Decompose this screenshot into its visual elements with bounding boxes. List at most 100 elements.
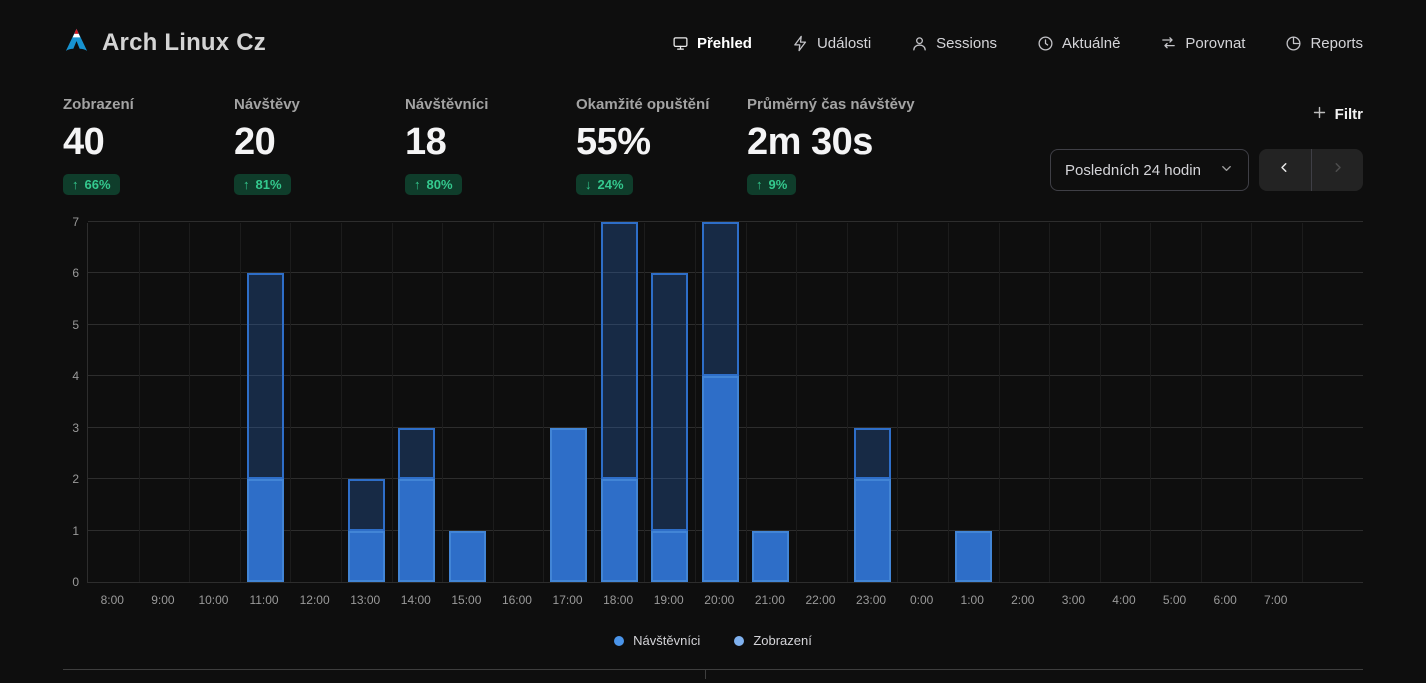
x-axis-tick-label: 17:00 [552,593,583,607]
stat-change-badge: ↑ 80% [405,174,462,195]
nav-item-udalosti[interactable]: Události [792,35,871,52]
monitor-icon [672,35,689,52]
nav-item-label: Události [816,34,872,52]
date-range-select[interactable]: Posledních 24 hodin [1050,149,1249,191]
filter-label: Filtr [1334,106,1363,123]
arrow-up-icon: ↑ [243,177,250,192]
y-axis-tick-label: 0 [72,575,79,589]
bar-visitors-11:00 [246,479,284,582]
legend-dot-icon [734,635,745,646]
arrow-up-icon: ↑ [414,177,421,192]
nav-item-sessions[interactable]: Sessions [911,35,997,52]
gridline-vertical [543,223,545,582]
stat-label: Zobrazení [63,96,134,113]
gridline-vertical [846,223,848,582]
bar-visitors-23:00 [853,479,891,582]
bar-views-11:00 [246,273,284,480]
gridline-vertical [442,223,444,582]
gridline-horizontal [88,323,1363,325]
y-axis-tick-label: 1 [72,523,79,538]
stat-change-value: 9% [768,177,788,192]
gridline-horizontal [88,272,1363,274]
y-axis-tick-label: 3 [72,420,79,435]
chart-legend: Návštěvníci Zobrazení [63,633,1363,648]
stats-section: Zobrazení 40 ↑ 66% Návštěvy 20 ↑ 81% Návštěvníci… [63,96,1363,196]
legend-item[interactable]: Zobrazení [734,633,812,648]
stat-change-value: 66% [84,177,111,192]
bar-views-18:00 [600,222,638,480]
x-axis-tick-label: 2:00 [1011,593,1035,607]
stat-value: 20 [234,121,276,163]
nav-item-porovnat[interactable]: Porovnat [1160,35,1245,52]
stat-navstevy: Návštěvy 20 ↑ 81% [234,96,405,195]
gridline-vertical [138,223,140,582]
bar-views-20:00 [701,222,739,377]
gridline-vertical [1099,223,1101,582]
bar-views-23:00 [853,427,891,480]
gridline-vertical [1251,223,1253,582]
next-period-button[interactable] [1312,149,1364,191]
filter-button[interactable]: Filtr [1311,104,1363,125]
site-brand[interactable]: Arch Linux Cz [63,27,266,59]
gridline-vertical [745,223,747,582]
prev-period-button[interactable] [1259,149,1311,191]
arch-linux-czech-logo [63,27,90,59]
gridline-vertical [998,223,1000,582]
stat-label: Okamžité opuštění [576,96,710,113]
bottom-panels-divider [63,669,1363,679]
stat-label: Návštěvy [234,96,300,113]
bar-visitors-17:00 [550,427,588,582]
x-axis-tick-label: 6:00 [1213,593,1237,607]
stat-change-value: 80% [426,177,453,192]
compare-arrows-icon [1160,35,1177,52]
controls: Filtr Posledních 24 hodin [1033,96,1363,196]
bottom-panels-vertical-divider [705,670,706,679]
stat-navstevnici: Návštěvníci 18 ↑ 80% [405,96,576,195]
y-axis-tick-label: 2 [72,472,79,487]
nav-item-reports[interactable]: Reports [1285,35,1363,52]
gridline-vertical [1302,223,1303,582]
stat-change-badge: ↑ 66% [63,174,120,195]
y-axis-tick-label: 7 [72,215,79,229]
x-axis-tick-label: 7:00 [1264,593,1288,607]
stats-row: Zobrazení 40 ↑ 66% Návštěvy 20 ↑ 81% Návštěvníci… [63,96,1363,195]
nav-item-aktualne[interactable]: Aktuálně [1037,35,1120,52]
gridline-vertical [1049,223,1051,582]
bar-visitors-13:00 [347,530,385,582]
clock-icon [1037,35,1054,52]
nav-item-prehled[interactable]: Přehled [672,35,752,52]
plus-icon [1311,104,1328,125]
stat-value: 55% [576,121,651,163]
x-axis-tick-label: 20:00 [704,593,735,607]
gridline-vertical [239,223,241,582]
bar-visitors-21:00 [752,530,790,582]
stat-opusteni: Okamžité opuštění 55% ↓ 24% [576,96,747,195]
nav-item-label: Aktuálně [1062,34,1121,52]
bar-views-14:00 [398,427,436,480]
x-axis-tick-label: 14:00 [400,593,431,607]
x-axis-tick-label: 22:00 [805,593,836,607]
pager-divider [1310,149,1312,191]
pie-chart-icon [1285,35,1302,52]
gridline-vertical [644,223,646,582]
gridline-vertical [1150,223,1152,582]
y-axis-tick-label: 4 [72,369,79,384]
bar-visitors-15:00 [448,530,486,582]
arrow-down-icon: ↓ [585,177,592,192]
x-axis-tick-label: 23:00 [856,593,887,607]
bar-visitors-18:00 [600,479,638,582]
x-axis-tick-label: 9:00 [151,593,175,607]
gridline-vertical [340,223,342,582]
x-axis-tick-label: 12:00 [299,593,330,607]
lightning-icon [792,35,809,52]
gridline-vertical [947,223,949,582]
gridline-vertical [1200,223,1202,582]
main-nav: Přehled Události Sessions Aktuálně Porovnat R… [672,35,1363,52]
bar-views-13:00 [347,479,385,531]
bar-visitors-20:00 [701,376,739,582]
stat-change-badge: ↑ 9% [747,174,797,195]
stat-value: 18 [405,121,447,163]
chevron-right-icon [1330,160,1345,180]
traffic-chart: 0 1 2 3 4 5 6 7 8:00 9:00 10:00 11:00 12:00 13:00 14:… [63,215,1363,648]
legend-item[interactable]: Návštěvníci [614,633,700,648]
